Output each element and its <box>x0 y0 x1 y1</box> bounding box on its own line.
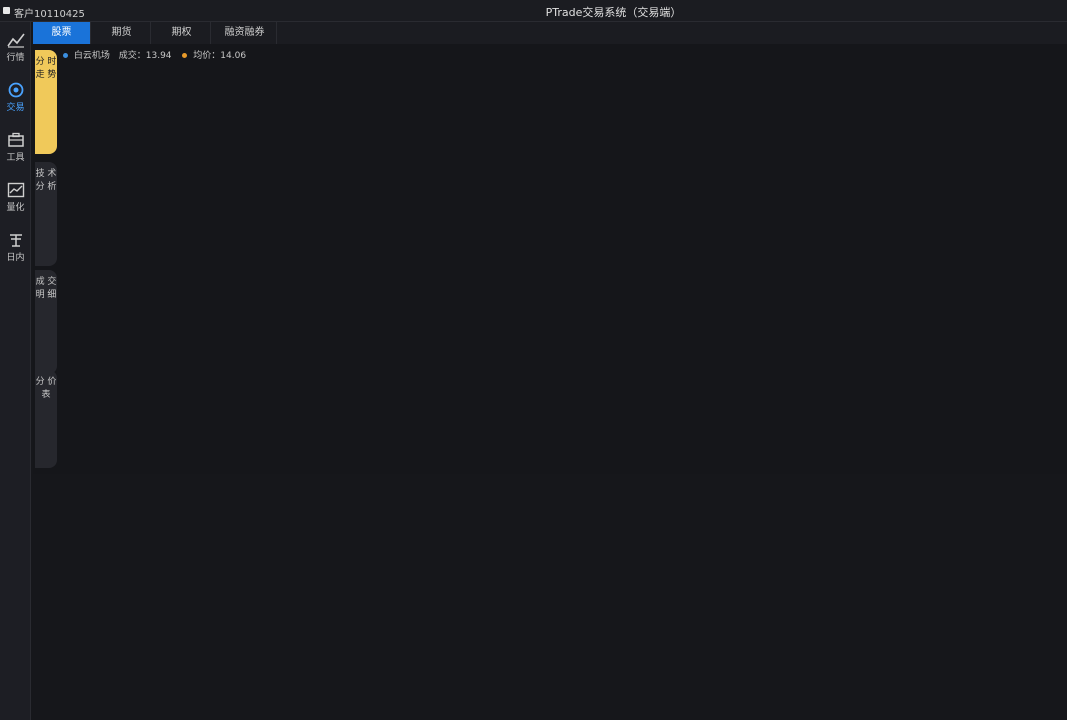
chart-area: 分 时 走 势 技 术 分 析 成 交 明 细 分 价 表 白云机场 成交：13… <box>33 44 1067 474</box>
nav-intraday[interactable]: 日内 <box>0 224 31 274</box>
vtab-price-table[interactable]: 分 价 表 <box>35 370 57 468</box>
vtab-trades[interactable]: 成 交 明 细 <box>35 270 57 374</box>
nav-tools-label: 工具 <box>6 153 25 163</box>
vtab-technical[interactable]: 技 术 分 析 <box>35 162 57 266</box>
intraday-icon <box>9 234 22 247</box>
app-title: PTrade交易系统（交易端） <box>545 6 682 19</box>
tab-futures[interactable]: 期货 <box>93 22 151 44</box>
market-chart-icon <box>6 33 25 48</box>
title-bar: 客户10110425 PTrade交易系统（交易端） <box>0 0 1067 22</box>
nav-trade[interactable]: 交易 <box>0 74 31 124</box>
nav-trade-label: 交易 <box>6 103 25 113</box>
nav-quant-label: 量化 <box>6 203 25 213</box>
nav-quant[interactable]: 量化 <box>0 174 31 224</box>
timeshare-chart <box>33 44 1067 474</box>
tab-options[interactable]: 期权 <box>153 22 211 44</box>
nav-market[interactable]: 行情 <box>0 24 31 74</box>
left-nav: 行情 交易 工具 量化 日内 <box>0 22 31 720</box>
nav-market-label: 行情 <box>6 53 25 63</box>
chart-legend: 白云机场 成交：13.94 均价：14.06 <box>63 48 246 61</box>
legend-stock-name: 白云机场 <box>73 51 110 61</box>
legend-volume-text: 成交：13.94 <box>118 51 172 61</box>
tab-margin[interactable]: 融资融券 <box>213 22 277 44</box>
vtab-timeshare[interactable]: 分 时 走 势 <box>35 50 57 154</box>
quant-chart-icon <box>7 182 24 198</box>
nav-tools[interactable]: 工具 <box>0 124 31 174</box>
toolbox-icon <box>7 132 24 147</box>
market-tabs: 股票 期货 期权 融资融券 <box>33 22 1067 44</box>
avg-legend-dot <box>182 53 188 58</box>
price-legend-dot <box>63 53 68 58</box>
tab-stock[interactable]: 股票 <box>33 22 91 44</box>
account-icon <box>3 7 10 14</box>
legend-avg-text: 均价：14.06 <box>193 51 247 61</box>
account-label: 客户10110425 <box>14 9 85 20</box>
nav-intraday-label: 日内 <box>6 253 25 263</box>
trade-globe-icon <box>8 82 23 98</box>
